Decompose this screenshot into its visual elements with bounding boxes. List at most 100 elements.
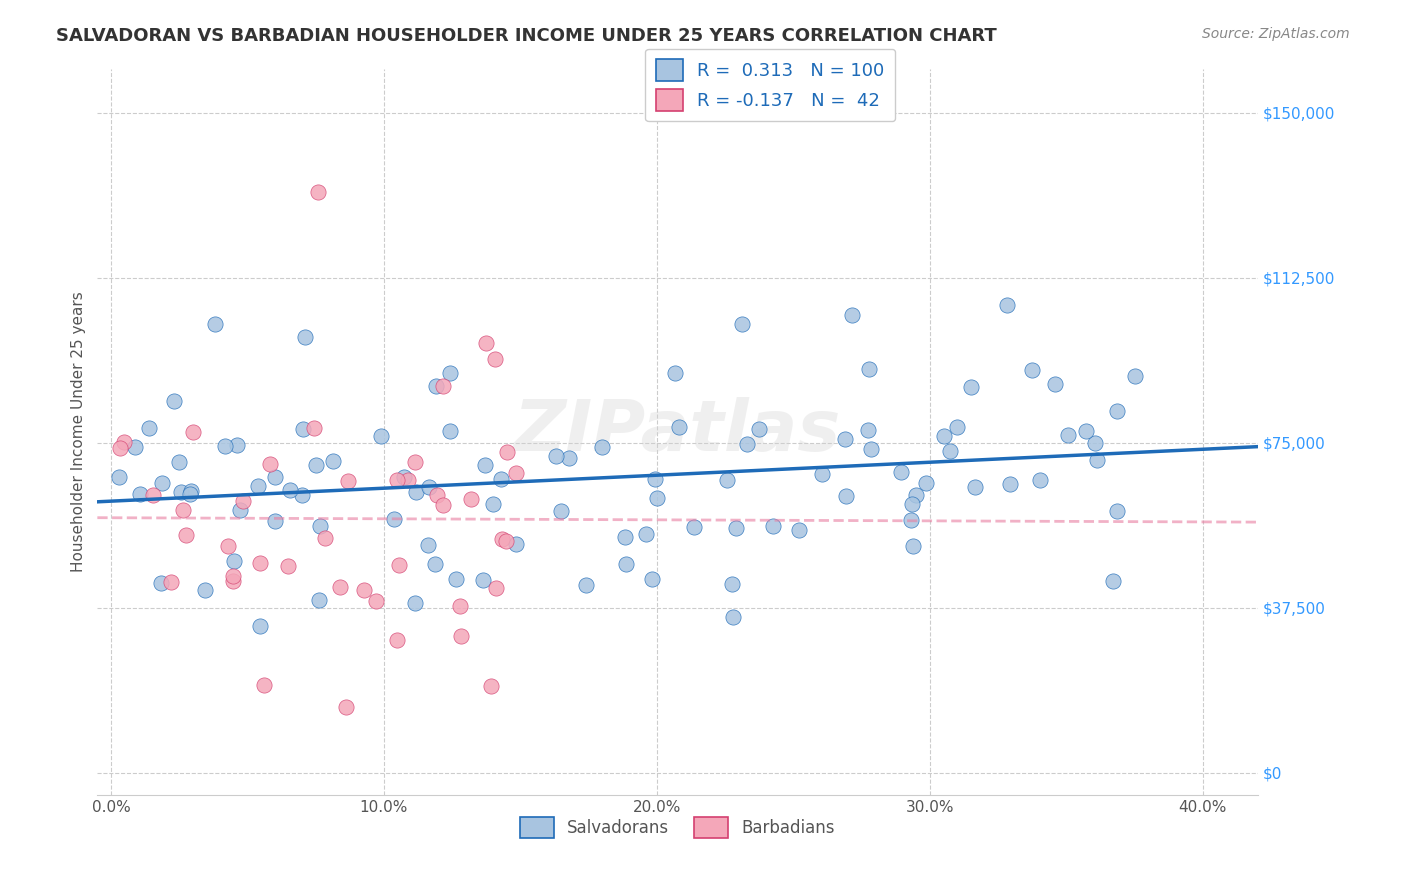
Point: [149, 575, 172, 590]
Point: [1085, 453, 1108, 467]
Point: [366, 594, 388, 608]
Point: [900, 512, 922, 526]
Point: [450, 629, 472, 643]
Point: [292, 422, 315, 436]
Point: [404, 455, 426, 469]
Point: [471, 573, 494, 587]
Point: [394, 469, 416, 483]
Point: [664, 367, 686, 381]
Point: [222, 574, 245, 589]
Point: [247, 479, 270, 493]
Point: [214, 439, 236, 453]
Text: Source: ZipAtlas.com: Source: ZipAtlas.com: [1202, 27, 1350, 41]
Point: [229, 502, 252, 516]
Point: [932, 429, 955, 443]
Point: [222, 569, 245, 583]
Point: [735, 436, 758, 450]
Point: [204, 317, 226, 331]
Point: [179, 486, 201, 500]
Point: [591, 440, 613, 454]
Point: [574, 578, 596, 592]
Point: [226, 438, 249, 452]
Point: [181, 425, 204, 439]
Point: [170, 485, 193, 500]
Point: [939, 444, 962, 458]
Point: [613, 530, 636, 544]
Point: [432, 498, 454, 512]
Point: [484, 351, 506, 366]
Point: [142, 488, 165, 502]
Point: [404, 596, 426, 610]
Point: [253, 678, 276, 692]
Point: [1043, 377, 1066, 392]
Point: [1105, 503, 1128, 517]
Point: [960, 379, 983, 393]
Point: [150, 475, 173, 490]
Point: [217, 539, 239, 553]
Point: [264, 514, 287, 528]
Point: [426, 488, 449, 502]
Point: [614, 557, 637, 571]
Point: [716, 473, 738, 487]
Point: [644, 472, 666, 486]
Point: [904, 488, 927, 502]
Point: [425, 558, 447, 572]
Point: [108, 441, 131, 455]
Point: [335, 700, 357, 714]
Point: [1123, 368, 1146, 383]
Point: [683, 520, 706, 534]
Point: [180, 484, 202, 499]
Point: [112, 434, 135, 449]
Point: [405, 485, 427, 500]
Point: [858, 362, 880, 376]
Point: [278, 483, 301, 497]
Point: [1101, 574, 1123, 588]
Point: [496, 444, 519, 458]
Point: [439, 367, 461, 381]
Point: [439, 424, 461, 438]
Point: [169, 455, 191, 469]
Point: [995, 297, 1018, 311]
Point: [1028, 473, 1050, 487]
Point: [835, 489, 858, 503]
Point: [264, 470, 287, 484]
Point: [305, 458, 328, 472]
Point: [558, 450, 581, 465]
Point: [810, 467, 832, 482]
Point: [418, 537, 440, 551]
Point: [449, 599, 471, 613]
Point: [1107, 404, 1129, 418]
Point: [322, 454, 344, 468]
Point: [159, 574, 181, 589]
Point: [834, 432, 856, 446]
Point: [491, 532, 513, 546]
Point: [901, 539, 924, 553]
Point: [890, 465, 912, 479]
Point: [721, 576, 744, 591]
Point: [396, 473, 419, 487]
Point: [724, 521, 747, 535]
Point: [998, 476, 1021, 491]
Point: [495, 534, 517, 549]
Point: [232, 494, 254, 508]
Text: ZIPatlas: ZIPatlas: [513, 397, 841, 467]
Point: [129, 487, 152, 501]
Point: [505, 536, 527, 550]
Point: [856, 423, 879, 437]
Point: [174, 528, 197, 542]
Point: [900, 497, 922, 511]
Point: [444, 572, 467, 586]
Point: [163, 394, 186, 409]
Point: [505, 467, 527, 481]
Point: [641, 572, 664, 586]
Point: [307, 185, 329, 199]
Point: [418, 480, 440, 494]
Text: SALVADORAN VS BARBADIAN HOUSEHOLDER INCOME UNDER 25 YEARS CORRELATION CHART: SALVADORAN VS BARBADIAN HOUSEHOLDER INCO…: [56, 27, 997, 45]
Point: [314, 531, 336, 545]
Point: [387, 633, 409, 648]
Point: [432, 379, 454, 393]
Point: [474, 458, 496, 472]
Point: [194, 582, 217, 597]
Y-axis label: Householder Income Under 25 years: Householder Income Under 25 years: [72, 292, 86, 572]
Point: [294, 330, 316, 344]
